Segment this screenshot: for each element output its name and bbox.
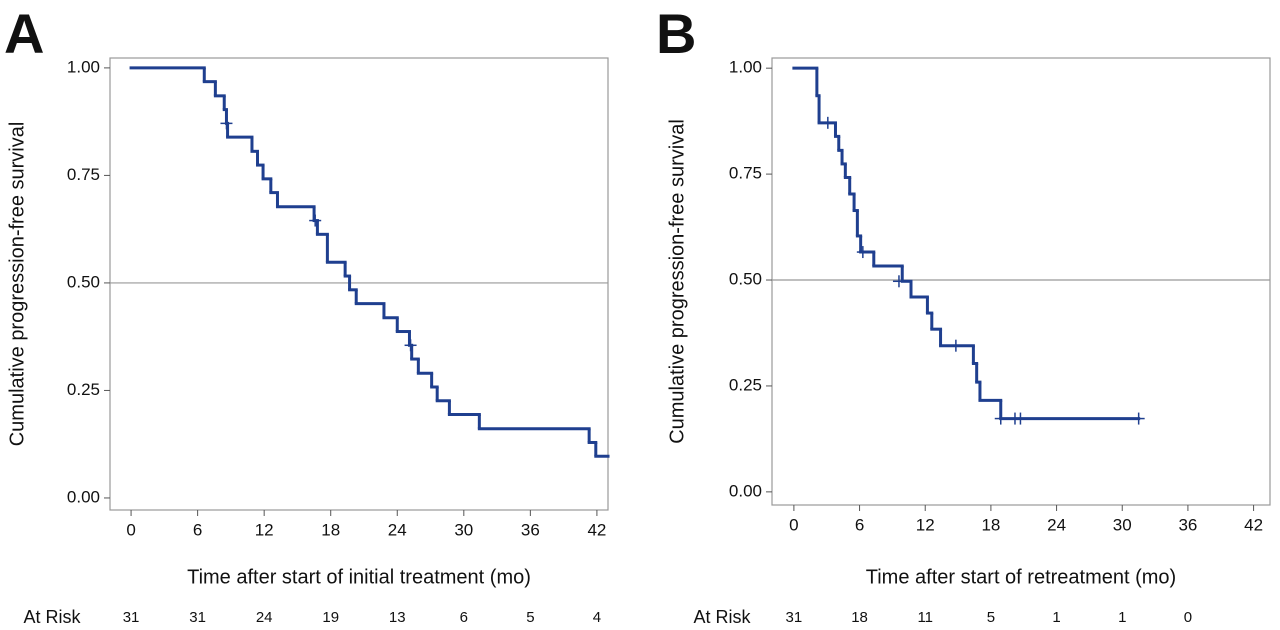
y-axis-label: Cumulative progression-free survival: [666, 119, 688, 444]
x-tick-label: 24: [1047, 515, 1066, 534]
censor-mark: [1014, 412, 1027, 425]
at-risk-count: 1: [1052, 609, 1060, 626]
at-risk-count: 18: [851, 609, 868, 626]
at-risk-count: 19: [322, 609, 339, 626]
x-tick-label: 12: [255, 520, 274, 539]
plot-frame: [109, 57, 609, 511]
y-tick-label: 0.00: [67, 487, 100, 506]
x-axis-label: Time after start of initial treatment (m…: [187, 566, 531, 588]
y-tick-label: 0.50: [67, 272, 100, 291]
x-tick-label: 0: [789, 515, 798, 534]
censor-mark: [856, 246, 869, 259]
x-tick-label: 24: [388, 520, 407, 539]
censor-mark: [404, 339, 417, 352]
x-tick-label: 6: [855, 515, 864, 534]
y-tick-label: 0.75: [729, 164, 762, 183]
censor-mark: [994, 412, 1007, 425]
censor-mark: [309, 214, 322, 227]
at-risk-label: At Risk: [693, 607, 751, 627]
censor-mark: [821, 116, 834, 129]
censor-mark: [1132, 412, 1145, 425]
at-risk-count: 6: [460, 609, 468, 626]
x-tick-label: 0: [126, 520, 135, 539]
x-tick-label: 42: [587, 520, 606, 539]
at-risk-count: 31: [123, 609, 140, 626]
at-risk-count: 1: [1118, 609, 1126, 626]
censor-mark: [220, 117, 233, 130]
x-tick-label: 30: [1113, 515, 1132, 534]
y-tick-label: 0.50: [729, 270, 762, 289]
censor-mark: [949, 339, 962, 352]
y-tick-label: 1.00: [67, 57, 100, 76]
y-axis-label: Cumulative progression-free survival: [6, 122, 28, 447]
x-axis-label: Time after start of retreatment (mo): [866, 566, 1176, 588]
x-tick-label: 30: [454, 520, 473, 539]
y-tick-label: 0.75: [67, 165, 100, 184]
y-tick-label: 1.00: [729, 58, 762, 77]
at-risk-count: 13: [389, 609, 406, 626]
at-risk-count: 5: [526, 609, 534, 626]
at-risk-count: 0: [1184, 609, 1192, 626]
x-tick-label: 6: [193, 520, 202, 539]
at-risk-count: 24: [256, 609, 273, 626]
x-tick-label: 18: [981, 515, 1000, 534]
panel-label: A: [4, 2, 44, 65]
x-tick-label: 12: [916, 515, 935, 534]
y-tick-label: 0.00: [729, 481, 762, 500]
x-tick-label: 18: [321, 520, 340, 539]
y-tick-label: 0.25: [729, 375, 762, 394]
x-tick-label: 36: [1178, 515, 1197, 534]
at-risk-count: 31: [189, 609, 206, 626]
censor-mark: [892, 275, 905, 288]
y-tick-label: 0.25: [67, 380, 100, 399]
plot-frame: [771, 57, 1271, 506]
x-tick-label: 42: [1244, 515, 1263, 534]
at-risk-label: At Risk: [23, 607, 81, 627]
at-risk-count: 31: [786, 609, 803, 626]
at-risk-count: 5: [987, 609, 995, 626]
at-risk-count: 11: [917, 609, 933, 626]
panel-label: B: [656, 2, 696, 65]
x-tick-label: 36: [521, 520, 540, 539]
at-risk-count: 4: [593, 609, 601, 626]
